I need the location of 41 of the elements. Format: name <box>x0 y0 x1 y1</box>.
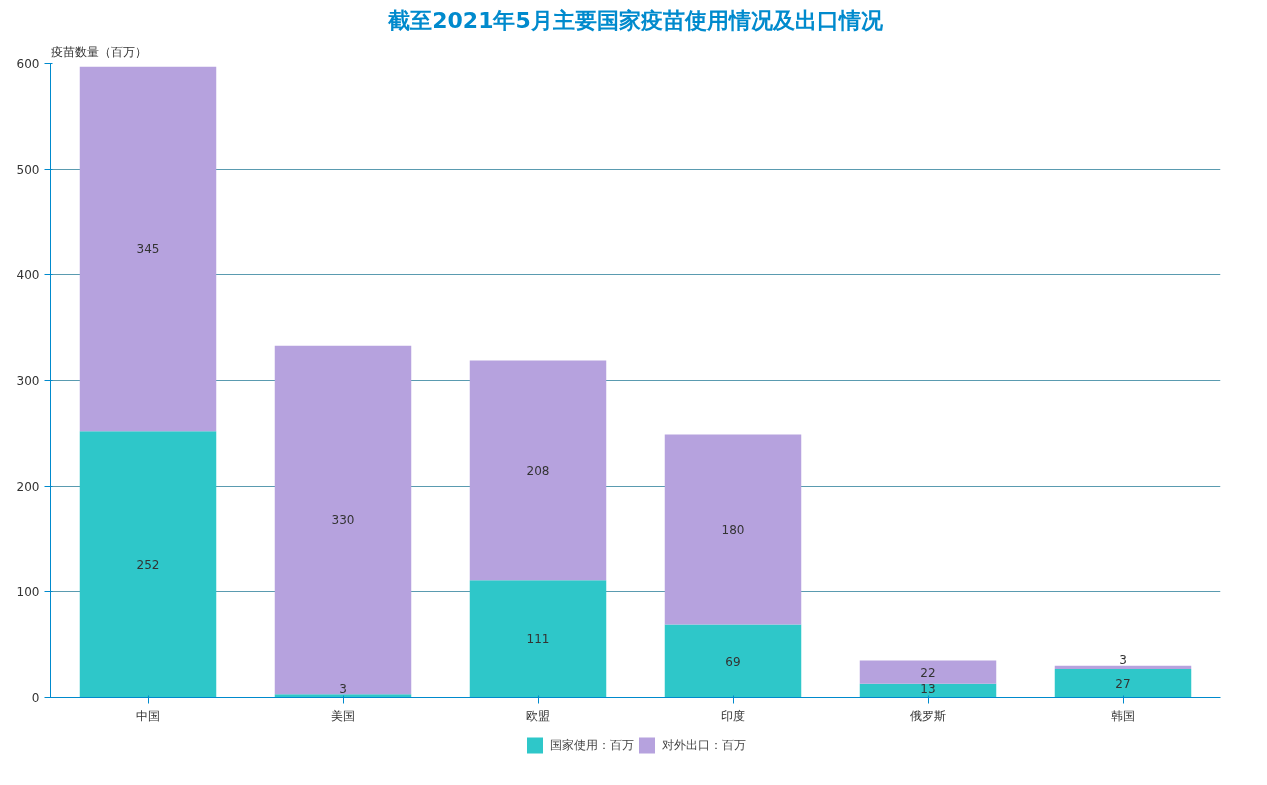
bar <box>79 431 217 698</box>
x-tick-label: 韩国 <box>1111 708 1135 723</box>
x-tick-label: 中国 <box>136 708 160 723</box>
x-tick-label: 美国 <box>331 708 355 723</box>
x-tick-label: 欧盟 <box>526 708 550 723</box>
bar <box>859 660 997 684</box>
bar <box>469 580 607 698</box>
data-label: 27 <box>1115 676 1131 691</box>
data-label: 3 <box>339 681 347 696</box>
y-tick-label: 0 <box>31 691 40 705</box>
y-tick-label: 300 <box>16 374 40 388</box>
y-tick-label: 200 <box>16 479 40 494</box>
chart-title: 截至2021年5月主要国家疫苗使用情况及出口情况 <box>387 7 884 33</box>
y-tick-label: 500 <box>16 162 40 177</box>
x-tick-label: 俄罗斯 <box>910 708 946 723</box>
bar <box>469 360 607 581</box>
y-tick-label: 100 <box>16 585 40 600</box>
bar <box>274 345 412 695</box>
data-label: 345 <box>136 242 160 257</box>
data-label: 330 <box>331 513 355 528</box>
bar <box>1054 665 1192 669</box>
data-label: 252 <box>136 557 160 572</box>
x-tick-label: 印度 <box>721 708 745 723</box>
data-label: 22 <box>920 665 936 680</box>
data-label: 13 <box>920 681 936 696</box>
legend-label: 国家使用：百万 <box>549 736 634 754</box>
data-label: 69 <box>725 654 741 669</box>
data-label: 208 <box>526 463 550 478</box>
bar <box>664 434 802 625</box>
bar <box>859 683 997 698</box>
bar <box>664 624 802 698</box>
legend-label: 对外出口：百万 <box>661 736 746 754</box>
bar <box>274 694 412 698</box>
y-axis-title: 疫苗数量（百万） <box>50 44 147 59</box>
bar <box>79 66 217 432</box>
y-tick-label: 400 <box>16 268 40 283</box>
data-label: 180 <box>721 522 745 537</box>
data-label: 111 <box>526 632 550 647</box>
y-tick-label: 600 <box>16 57 40 71</box>
data-label: 3 <box>1119 652 1127 667</box>
bar <box>1054 668 1192 698</box>
